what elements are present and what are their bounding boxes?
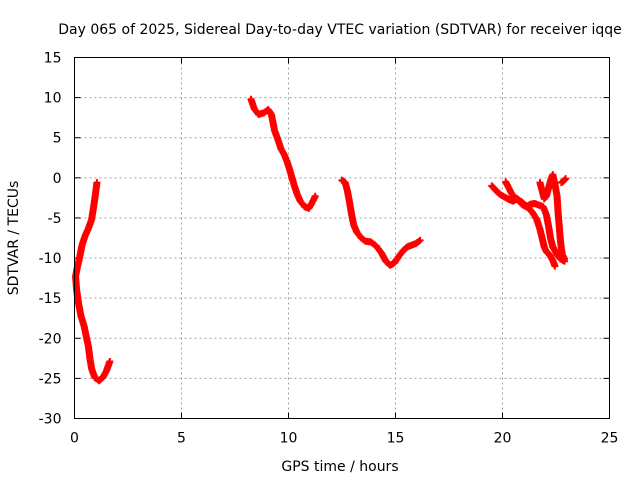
series-pass-3 — [338, 176, 424, 269]
data-point-marker — [561, 176, 569, 184]
y-tick-label: -25 — [39, 371, 62, 387]
axes: 0 5 10 15 20 25 -30 -25 -20 -15 -10 -5 0 5 10 15 — [39, 51, 619, 447]
data-series — [72, 95, 570, 385]
y-tick-label: -20 — [39, 331, 62, 347]
y-tick-label: 15 — [44, 51, 62, 67]
x-tick-label: 25 — [601, 431, 619, 447]
y-tick-label: -30 — [39, 412, 62, 428]
plot-frame — [74, 57, 610, 419]
data-point-marker — [311, 192, 319, 200]
y-tick-label: 0 — [53, 171, 62, 187]
x-axis-title: GPS time / hours — [281, 459, 398, 475]
data-point-marker — [551, 262, 559, 270]
y-tick-label: -10 — [39, 251, 62, 267]
grid — [74, 57, 610, 419]
x-tick-label: 10 — [280, 431, 298, 447]
series-pass-4c — [536, 171, 569, 263]
y-tick-label: 10 — [44, 91, 62, 107]
series-pass-1 — [72, 179, 114, 385]
series-pass-2 — [247, 95, 319, 212]
x-tick-label: 5 — [177, 431, 186, 447]
data-point-marker — [561, 255, 569, 263]
data-point-marker — [106, 358, 114, 366]
x-tick-label: 0 — [70, 431, 79, 447]
y-axis-title: SDTVAR / TECUs — [6, 181, 22, 296]
series-pass-4b — [502, 178, 559, 270]
x-tick-label: 20 — [494, 431, 512, 447]
chart-title: Day 065 of 2025, Sidereal Day-to-day VTE… — [58, 22, 622, 38]
data-point-marker — [562, 175, 570, 183]
y-tick-label: 5 — [53, 131, 62, 147]
y-tick-label: -15 — [39, 291, 62, 307]
series-pass-4d — [557, 175, 570, 187]
data-point-marker — [416, 236, 424, 244]
x-tick-label: 15 — [387, 431, 405, 447]
y-tick-label: -5 — [48, 211, 62, 227]
